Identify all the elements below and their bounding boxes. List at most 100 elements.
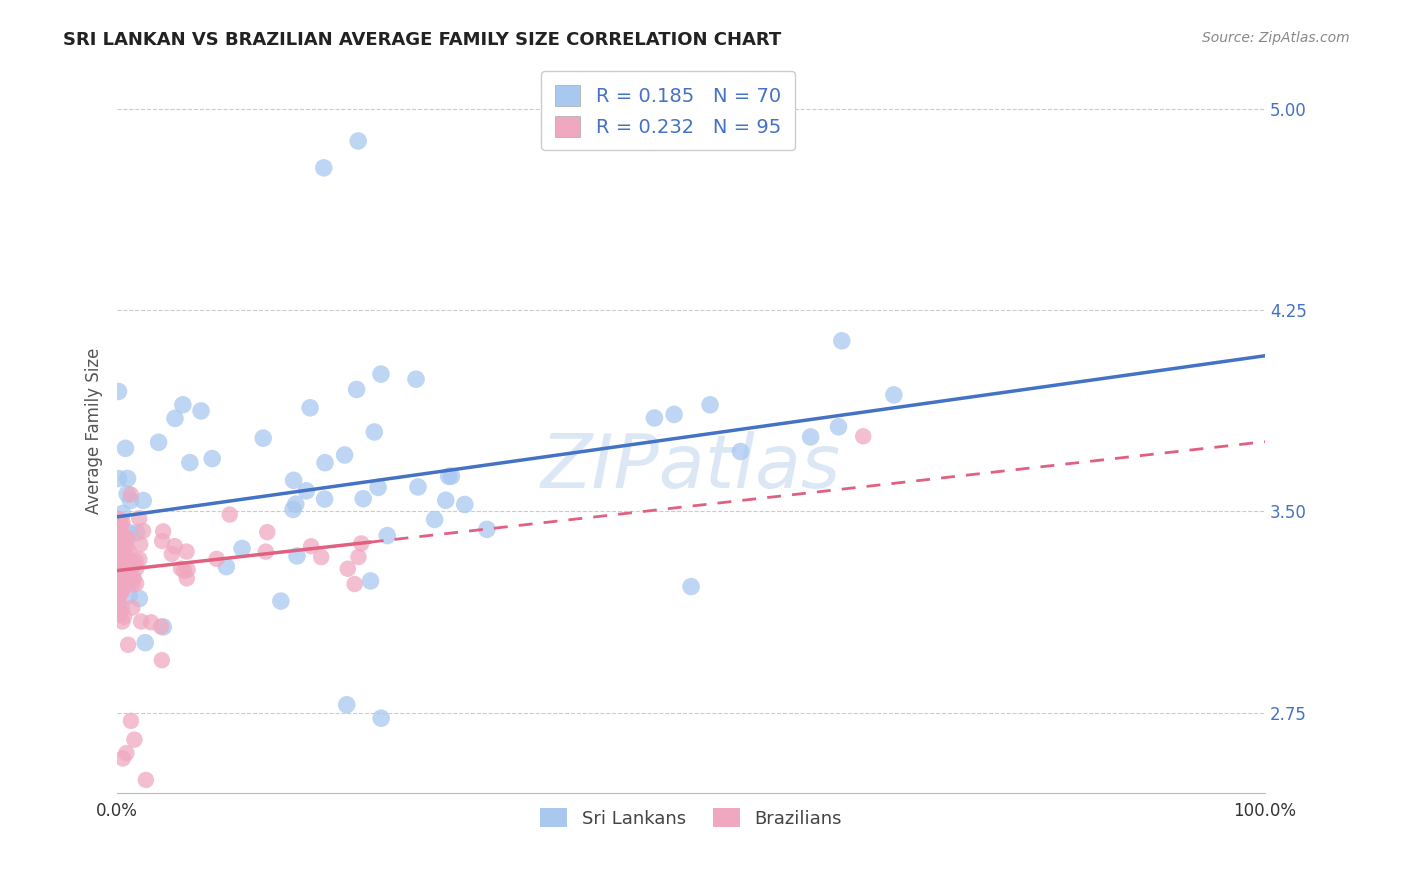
Point [111, 615, 134, 629]
Point [699, 398, 721, 412]
Point [110, 560, 132, 574]
Point [112, 550, 135, 565]
Point [256, 525, 278, 540]
Point [124, 558, 146, 572]
Point [423, 512, 446, 526]
Legend: Sri Lankans, Brazilians: Sri Lankans, Brazilians [533, 801, 849, 835]
Point [434, 493, 457, 508]
Point [120, 493, 142, 508]
Point [107, 522, 129, 536]
Point [440, 469, 463, 483]
Point [122, 571, 145, 585]
Point [347, 134, 370, 148]
Point [284, 497, 307, 511]
Point [135, 772, 157, 787]
Point [110, 545, 132, 559]
Point [108, 537, 131, 551]
Point [107, 529, 129, 543]
Point [118, 525, 141, 540]
Point [172, 398, 194, 412]
Point [343, 577, 366, 591]
Point [110, 525, 132, 540]
Point [107, 384, 129, 399]
Point [107, 582, 129, 597]
Point [405, 372, 427, 386]
Point [281, 502, 304, 516]
Point [831, 334, 853, 348]
Point [118, 544, 141, 558]
Point [129, 615, 152, 629]
Point [129, 537, 152, 551]
Point [120, 714, 142, 728]
Point [121, 577, 143, 591]
Point [662, 408, 685, 422]
Point [883, 388, 905, 402]
Point [350, 536, 373, 550]
Point [336, 698, 359, 712]
Point [336, 562, 359, 576]
Point [176, 571, 198, 585]
Point [112, 548, 135, 562]
Point [134, 635, 156, 649]
Point [730, 444, 752, 458]
Point [108, 569, 131, 583]
Point [107, 534, 129, 549]
Point [111, 542, 134, 557]
Point [150, 653, 173, 667]
Text: ZIPatlas: ZIPatlas [541, 431, 841, 503]
Point [363, 425, 385, 439]
Text: SRI LANKAN VS BRAZILIAN AVERAGE FAMILY SIZE CORRELATION CHART: SRI LANKAN VS BRAZILIAN AVERAGE FAMILY S… [63, 31, 782, 49]
Point [111, 751, 134, 765]
Point [679, 580, 702, 594]
Point [115, 746, 138, 760]
Point [852, 429, 875, 443]
Point [314, 456, 336, 470]
Point [352, 491, 374, 506]
Point [115, 487, 138, 501]
Point [108, 607, 131, 621]
Point [128, 511, 150, 525]
Point [124, 732, 146, 747]
Point [190, 404, 212, 418]
Point [107, 566, 129, 581]
Point [179, 456, 201, 470]
Point [283, 473, 305, 487]
Point [132, 524, 155, 538]
Point [108, 566, 131, 580]
Point [150, 534, 173, 549]
Point [108, 585, 131, 599]
Point [218, 508, 240, 522]
Point [370, 711, 392, 725]
Point [231, 541, 253, 556]
Point [108, 575, 131, 590]
Point [108, 574, 131, 588]
Point [215, 559, 238, 574]
Y-axis label: Average Family Size: Average Family Size [86, 348, 103, 514]
Point [108, 545, 131, 559]
Point [160, 547, 183, 561]
Point [118, 555, 141, 569]
Point [299, 539, 322, 553]
Point [114, 548, 136, 562]
Point [309, 550, 332, 565]
Point [201, 451, 224, 466]
Point [176, 563, 198, 577]
Point [163, 539, 186, 553]
Point [115, 531, 138, 545]
Point [107, 566, 129, 581]
Point [252, 431, 274, 445]
Point [121, 600, 143, 615]
Point [114, 541, 136, 555]
Point [107, 553, 129, 567]
Point [110, 584, 132, 599]
Point [108, 588, 131, 602]
Point [370, 367, 392, 381]
Point [173, 564, 195, 578]
Point [118, 589, 141, 603]
Point [299, 401, 322, 415]
Point [110, 518, 132, 533]
Point [152, 620, 174, 634]
Point [111, 507, 134, 521]
Point [347, 549, 370, 564]
Point [163, 411, 186, 425]
